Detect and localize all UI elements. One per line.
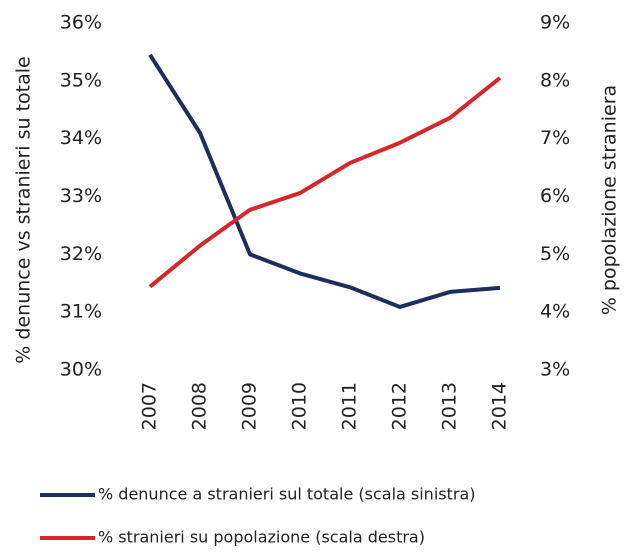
x-tick-label: 2007 [139, 382, 161, 430]
legend-label: % denunce a stranieri sul totale (scala … [98, 485, 476, 504]
legend-label: % stranieri su popolazione (scala destra… [98, 528, 425, 547]
y-axis-title: % denunce vs stranieri su totale [13, 56, 35, 363]
y-tick-label: 34% [60, 127, 102, 149]
y-tick-label: 30% [60, 359, 102, 381]
x-tick-label: 2013 [439, 382, 461, 430]
series-line [148, 53, 501, 309]
y-tick-label: 35% [60, 69, 102, 91]
x-tick-label: 2012 [389, 382, 411, 430]
y-tick-label: 32% [60, 243, 102, 265]
y2-axis-title: % popolazione straniera [599, 85, 621, 315]
x-tick-label: 2010 [289, 382, 311, 430]
y2-tick-label: 7% [540, 127, 570, 149]
y2-tick-label: 3% [540, 359, 570, 381]
y2-tick-label: 4% [540, 301, 570, 323]
y2-tick-label: 9% [540, 12, 570, 34]
x-tick-label: 2011 [339, 382, 361, 430]
y2-tick-label: 5% [540, 243, 570, 265]
y2-tick-label: 6% [540, 185, 570, 207]
series-line [148, 76, 502, 289]
x-tick-label: 2009 [239, 382, 261, 430]
x-tick-label: 2008 [189, 382, 211, 430]
y-tick-label: 36% [60, 12, 102, 34]
y-tick-label: 31% [60, 301, 102, 323]
x-tick-label: 2014 [489, 382, 511, 430]
y-tick-label: 33% [60, 185, 102, 207]
y2-tick-label: 8% [540, 69, 570, 91]
